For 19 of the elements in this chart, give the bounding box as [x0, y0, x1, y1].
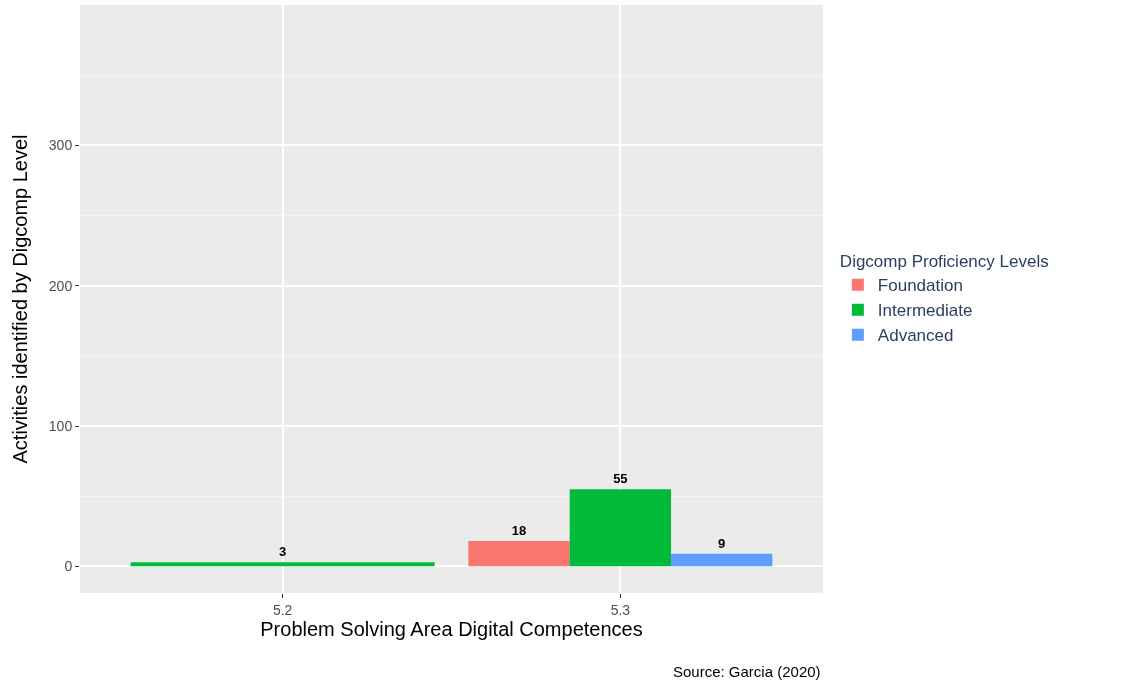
y-tick-label: 200 — [48, 277, 73, 294]
x-axis-title: Problem Solving Area Digital Competences — [260, 617, 643, 640]
data-label: 18 — [511, 523, 527, 539]
source-note: Source: Garcia (2020) — [673, 663, 821, 680]
y-axis-title: Activities identified by Digcomp Level — [9, 134, 32, 464]
y-tick-label: 100 — [48, 417, 73, 434]
x-tick-label: 5.3 — [610, 601, 631, 618]
y-tick-label: 0 — [64, 558, 73, 575]
x-tick-label: 5.2 — [272, 601, 293, 618]
bar — [468, 541, 570, 567]
bar — [671, 553, 773, 567]
data-label: 9 — [718, 535, 726, 551]
legend-title: Digcomp Proficiency Levels — [839, 252, 1049, 272]
legend-label: Advanced — [877, 326, 954, 346]
data-label: 55 — [613, 471, 628, 487]
legend-label: Foundation — [877, 276, 963, 296]
y-tick-label: 300 — [48, 137, 73, 154]
legend-label: Intermediate — [877, 301, 973, 321]
data-label: 3 — [279, 544, 287, 560]
